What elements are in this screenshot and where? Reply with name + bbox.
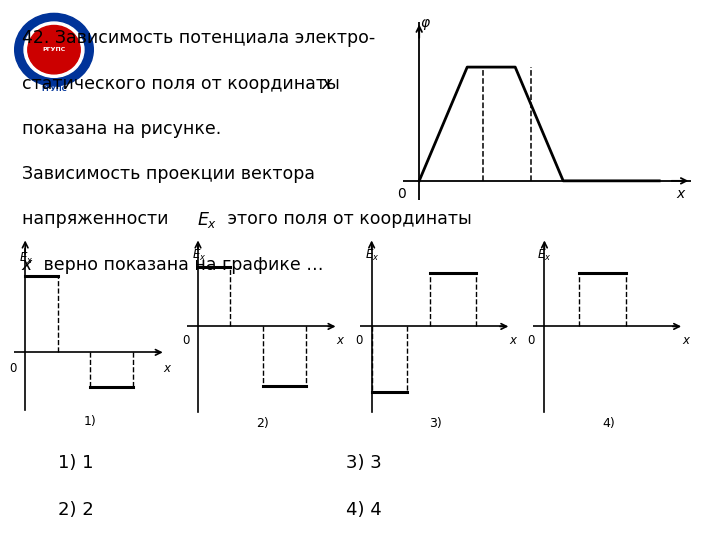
Text: $E_x$: $E_x$ xyxy=(197,211,217,231)
Text: 4) 4: 4) 4 xyxy=(346,501,382,519)
Text: РГУПС: РГУПС xyxy=(42,47,66,52)
Text: $E_x$: $E_x$ xyxy=(364,248,379,264)
Text: $x$: $x$ xyxy=(682,334,691,347)
Text: Зависимость проекции вектора: Зависимость проекции вектора xyxy=(22,165,315,183)
Circle shape xyxy=(14,14,94,86)
Text: этого поля от координаты: этого поля от координаты xyxy=(222,211,472,228)
Text: 2) 2: 2) 2 xyxy=(58,501,94,519)
Text: $x$: $x$ xyxy=(163,362,173,375)
Text: x: x xyxy=(22,256,32,274)
Text: показана на рисунке.: показана на рисунке. xyxy=(22,120,221,138)
Text: 3) 3: 3) 3 xyxy=(346,454,382,472)
Text: верно показана на графике …: верно показана на графике … xyxy=(38,256,323,274)
Text: $0$: $0$ xyxy=(397,187,407,201)
Text: $E_x$: $E_x$ xyxy=(19,252,33,266)
Text: напряженности: напряженности xyxy=(22,211,174,228)
Text: $E_x$: $E_x$ xyxy=(537,248,552,264)
Text: $0$: $0$ xyxy=(9,362,17,375)
Text: 42. Зависимость потенциала электро-: 42. Зависимость потенциала электро- xyxy=(22,29,375,48)
Text: $0$: $0$ xyxy=(354,334,363,347)
Circle shape xyxy=(24,22,84,77)
Text: $x$: $x$ xyxy=(336,334,346,347)
Text: 4): 4) xyxy=(602,417,615,430)
Text: статического поля от координаты: статического поля от координаты xyxy=(22,75,345,93)
Text: $0$: $0$ xyxy=(182,334,190,347)
Text: 3): 3) xyxy=(429,417,442,430)
Text: $\varphi$: $\varphi$ xyxy=(420,17,431,32)
Text: 1) 1: 1) 1 xyxy=(58,454,93,472)
Text: $x$: $x$ xyxy=(509,334,518,347)
Text: 2): 2) xyxy=(256,417,269,430)
Circle shape xyxy=(28,25,80,74)
Text: $x$: $x$ xyxy=(676,187,687,201)
Text: 1): 1) xyxy=(84,415,96,428)
Text: РГУПС: РГУПС xyxy=(41,85,67,92)
Text: $0$: $0$ xyxy=(527,334,536,347)
Text: x: x xyxy=(322,75,332,93)
Text: $E_x$: $E_x$ xyxy=(192,248,206,264)
